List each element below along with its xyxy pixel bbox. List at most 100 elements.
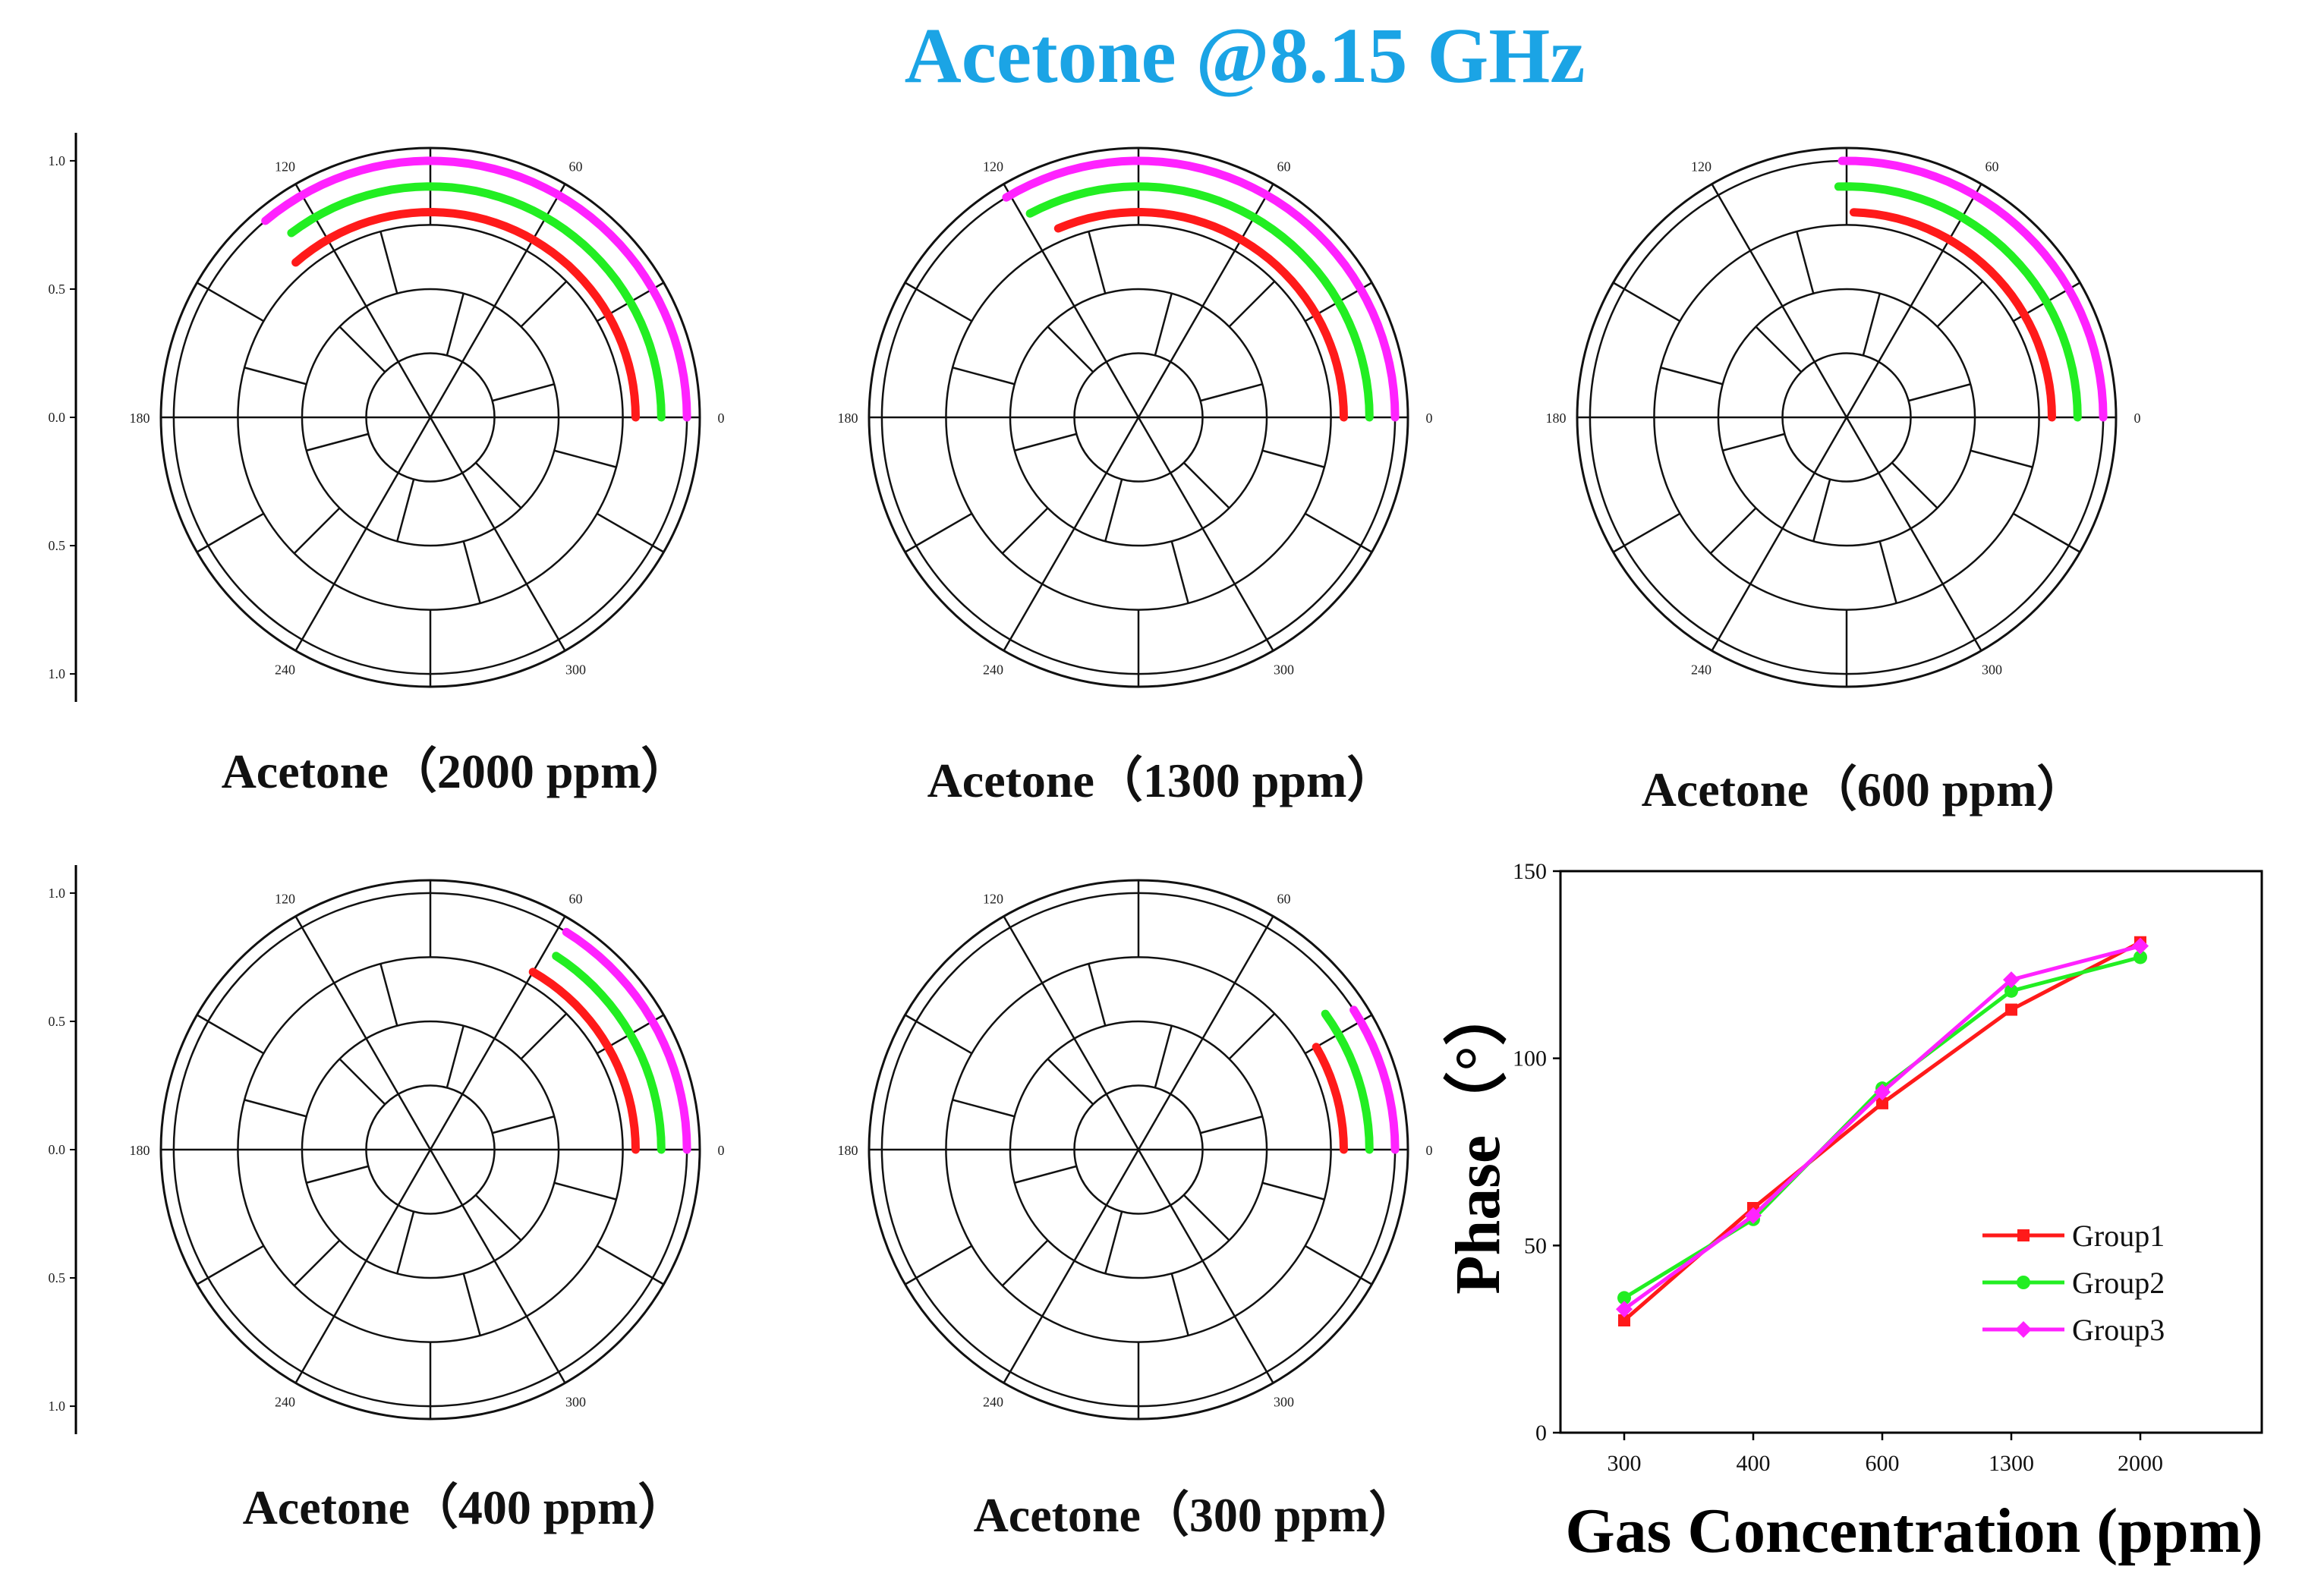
angular-subspoke — [1014, 433, 1077, 452]
y-tick-label: 50 — [1524, 1233, 1547, 1258]
angular-subspoke — [1862, 293, 1881, 356]
angular-spoke — [429, 417, 566, 652]
x-tick-label: 600 — [1866, 1451, 1900, 1476]
angular-subspoke — [553, 1182, 617, 1200]
data-point-group3 — [2003, 971, 2020, 989]
angular-spoke — [294, 1149, 432, 1384]
legend-label: Group1 — [2072, 1219, 2165, 1253]
angular-subspoke — [952, 367, 1016, 385]
angular-subspoke — [339, 1058, 386, 1106]
angle-tick-label: 240 — [983, 662, 1003, 678]
data-point-group1 — [2005, 1003, 2017, 1016]
angular-subspoke — [1755, 326, 1803, 373]
angle-tick-label: 60 — [1985, 159, 1999, 174]
phase-arc-group1 — [1312, 1043, 1348, 1154]
angular-subspoke — [492, 1115, 555, 1134]
line-chart: 0 50 100 150 300 400 600 1300 2000 Group1 Group2 Gr… — [1443, 859, 2263, 1566]
angular-subspoke — [396, 479, 415, 542]
angular-subspoke — [520, 280, 568, 328]
angular-spoke — [429, 1149, 566, 1384]
angular-subspoke — [1154, 293, 1173, 356]
series-line-group1 — [1623, 940, 2142, 1322]
phase-arc-group3 — [1349, 1005, 1400, 1154]
angular-spoke — [1137, 417, 1274, 652]
angular-subspoke — [1154, 1025, 1173, 1088]
angular-subspoke — [1170, 1273, 1189, 1336]
angular-subspoke — [492, 383, 555, 402]
angular-spoke — [294, 183, 432, 418]
data-point-group3 — [1874, 1084, 1891, 1101]
phase-arc-group1 — [291, 207, 640, 422]
angular-subspoke — [904, 512, 973, 553]
angular-subspoke — [1088, 963, 1107, 1027]
data-point-group2 — [2017, 1276, 2030, 1289]
angular-spoke — [1137, 915, 1274, 1150]
angular-subspoke — [596, 1244, 665, 1285]
angular-subspoke — [1304, 512, 1373, 553]
angular-subspoke — [1182, 461, 1230, 509]
polar-panel-5: 0 60 120 180 240 300 Acetone（300 ppm） — [838, 879, 1433, 1542]
angular-subspoke — [244, 1099, 307, 1118]
angle-tick-label: 0 — [718, 411, 725, 426]
angle-tick-label: 240 — [275, 662, 295, 678]
angular-subspoke — [1088, 231, 1107, 294]
angular-subspoke — [1228, 280, 1276, 328]
angular-spoke — [1845, 417, 1982, 652]
radial-tick-label: 1.0 — [49, 1399, 66, 1414]
angular-subspoke — [396, 1211, 415, 1274]
angular-subspoke — [1104, 1211, 1123, 1274]
angle-tick-label: 240 — [1691, 662, 1712, 678]
angular-subspoke — [1796, 231, 1815, 294]
angular-subspoke — [904, 282, 973, 323]
angle-tick-label: 120 — [983, 159, 1003, 174]
phase-arc-group3 — [1837, 156, 2108, 422]
angular-subspoke — [293, 507, 341, 555]
angular-subspoke — [520, 1012, 568, 1060]
angular-subspoke — [244, 367, 307, 385]
figure-title: Acetone @8.15 GHz — [905, 12, 1586, 99]
angular-subspoke — [1970, 449, 2033, 468]
angular-subspoke — [446, 1025, 464, 1088]
angular-subspoke — [196, 1014, 265, 1055]
data-point-group1 — [2017, 1229, 2030, 1241]
angle-tick-label: 60 — [569, 159, 583, 174]
angle-tick-label: 60 — [569, 891, 583, 906]
angular-spoke — [1137, 183, 1274, 418]
angular-subspoke — [904, 1014, 973, 1055]
angular-subspoke — [306, 1165, 369, 1184]
phase-arc-group2 — [552, 952, 666, 1154]
angle-tick-label: 0 — [718, 1143, 725, 1158]
phase-arc-group3 — [1002, 156, 1400, 422]
angular-subspoke — [1001, 507, 1049, 555]
angular-subspoke — [1612, 282, 1681, 323]
angular-spoke — [294, 915, 432, 1150]
angle-tick-label: 180 — [1546, 411, 1567, 426]
angle-tick-label: 60 — [1277, 159, 1291, 174]
phase-arc-group2 — [1834, 182, 2082, 422]
data-point-group1 — [1618, 1314, 1630, 1326]
angle-tick-label: 300 — [565, 1395, 586, 1410]
angle-tick-label: 180 — [130, 411, 150, 426]
panels-layer: 1.0 0.5 0.0 0.5 1.0 0 60 120 180 240 300 Acetone（20… — [49, 133, 2263, 1566]
radial-tick-label: 0.5 — [49, 282, 66, 297]
angular-subspoke — [1182, 1194, 1230, 1241]
data-point-group2 — [2004, 983, 2018, 998]
angular-subspoke — [1660, 367, 1724, 385]
y-tick-label: 150 — [1513, 859, 1547, 884]
legend-label: Group3 — [2072, 1313, 2165, 1347]
angular-subspoke — [474, 1194, 522, 1241]
angle-tick-label: 120 — [275, 891, 295, 906]
polar-panel-3: 0 60 120 180 240 300 Acetone（600 ppm） — [1546, 146, 2141, 817]
angular-subspoke — [446, 293, 464, 356]
plot-frame — [1559, 870, 2263, 1434]
angle-tick-label: 120 — [1691, 159, 1712, 174]
angular-subspoke — [462, 540, 481, 604]
angle-tick-label: 120 — [275, 159, 295, 174]
radial-tick-label: 0.0 — [49, 410, 66, 425]
radial-tick-label: 0.5 — [49, 1270, 66, 1285]
angular-spoke — [1003, 915, 1140, 1150]
phase-arc-group1 — [1849, 208, 2056, 422]
angular-subspoke — [1047, 1058, 1094, 1106]
y-axis-title: Phase（°） — [1443, 982, 1513, 1295]
